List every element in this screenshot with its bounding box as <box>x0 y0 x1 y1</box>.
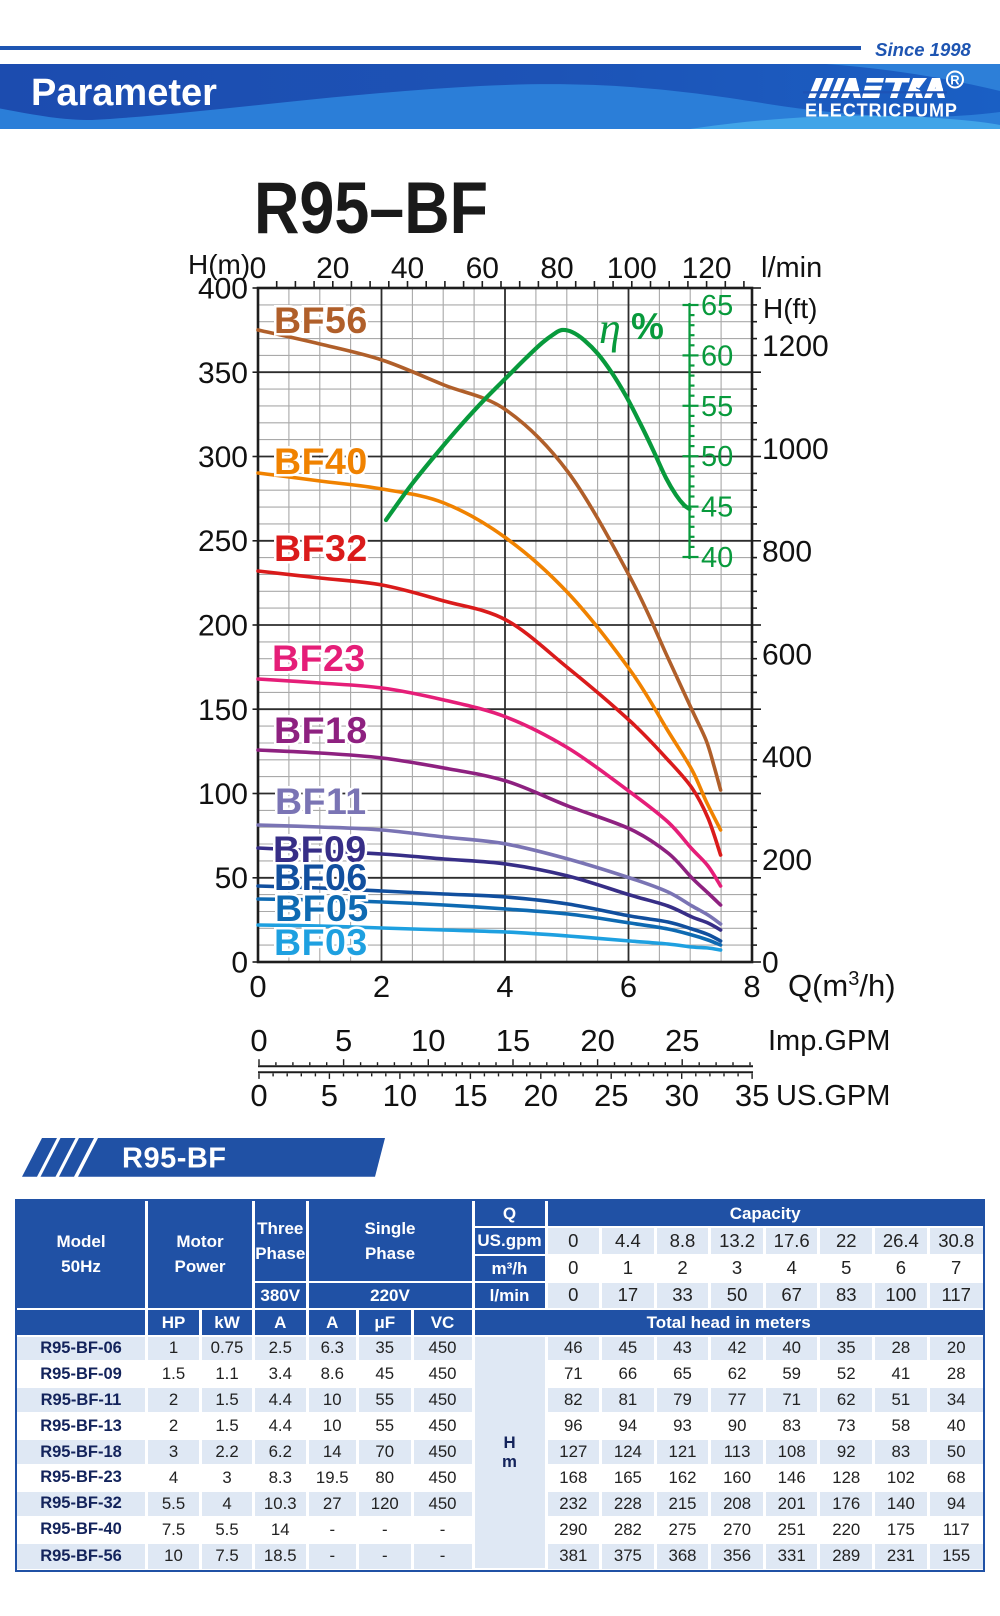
svg-text:BF05: BF05 <box>275 887 369 929</box>
svg-text:15: 15 <box>496 1023 530 1058</box>
svg-text:35: 35 <box>735 1078 769 1113</box>
svg-text:100: 100 <box>607 252 657 285</box>
svg-text:400: 400 <box>762 741 812 774</box>
svg-text:8: 8 <box>743 969 760 1004</box>
svg-text:800: 800 <box>762 536 812 569</box>
svg-text:0: 0 <box>231 947 248 980</box>
svg-text:400: 400 <box>198 273 248 306</box>
svg-text:20: 20 <box>524 1078 558 1113</box>
svg-text:25: 25 <box>594 1078 628 1113</box>
svg-text:4: 4 <box>496 969 513 1004</box>
svg-text:BF06: BF06 <box>274 856 368 898</box>
svg-text:65: 65 <box>701 290 733 322</box>
svg-text:1000: 1000 <box>762 433 829 466</box>
svg-text:40: 40 <box>701 542 733 574</box>
svg-text:0: 0 <box>250 1078 267 1113</box>
svg-text:10: 10 <box>411 1023 445 1058</box>
svg-text:0: 0 <box>250 252 267 285</box>
svg-text:BF09: BF09 <box>273 828 367 870</box>
svg-text:H(ft): H(ft) <box>763 293 817 324</box>
svg-text:150: 150 <box>198 694 248 727</box>
svg-text:120: 120 <box>682 252 732 285</box>
svg-text:BF11: BF11 <box>275 780 367 822</box>
svg-text:300: 300 <box>198 441 248 474</box>
svg-text:Q(m3/h): Q(m3/h) <box>788 968 896 1003</box>
svg-text:R95-BF: R95-BF <box>122 1143 227 1175</box>
svg-text:50: 50 <box>701 441 733 473</box>
svg-text:5: 5 <box>321 1078 338 1113</box>
svg-text:20: 20 <box>580 1023 614 1058</box>
svg-text:l/min: l/min <box>761 252 822 284</box>
svg-text:600: 600 <box>762 638 812 671</box>
svg-text:2: 2 <box>373 969 390 1004</box>
svg-text:80: 80 <box>540 252 573 285</box>
svg-text:BF56: BF56 <box>274 299 368 341</box>
svg-text:200: 200 <box>762 844 812 877</box>
svg-text:25: 25 <box>665 1023 699 1058</box>
svg-text:BF32: BF32 <box>274 527 368 569</box>
svg-text:BF03: BF03 <box>274 921 368 963</box>
svg-text:50: 50 <box>215 862 248 895</box>
svg-text:55: 55 <box>701 391 733 423</box>
svg-text:Imp.GPM: Imp.GPM <box>768 1025 890 1057</box>
svg-text:5: 5 <box>335 1023 352 1058</box>
svg-text:45: 45 <box>701 492 733 524</box>
svg-text:60: 60 <box>466 252 499 285</box>
svg-text:BF23: BF23 <box>272 637 366 679</box>
svg-text:6: 6 <box>620 969 637 1004</box>
svg-text:ELECTRICPUMP: ELECTRICPUMP <box>805 101 958 121</box>
svg-text:40: 40 <box>391 252 424 285</box>
svg-text:10: 10 <box>383 1078 417 1113</box>
svg-text:100: 100 <box>198 778 248 811</box>
svg-text:η: η <box>599 304 621 353</box>
svg-text:%: % <box>631 306 664 347</box>
svg-text:30: 30 <box>664 1078 698 1113</box>
svg-text:200: 200 <box>198 610 248 643</box>
svg-text:60: 60 <box>701 340 733 372</box>
svg-text:1200: 1200 <box>762 330 829 363</box>
svg-text:R: R <box>950 73 960 88</box>
svg-text:20: 20 <box>316 252 349 285</box>
svg-text:H(m): H(m) <box>188 249 250 280</box>
svg-text:BF18: BF18 <box>274 709 368 751</box>
svg-text:350: 350 <box>198 357 248 390</box>
svg-text:US.GPM: US.GPM <box>776 1080 890 1112</box>
svg-text:15: 15 <box>453 1078 487 1113</box>
svg-text:BF40: BF40 <box>274 440 368 482</box>
svg-text:0: 0 <box>249 969 266 1004</box>
svg-text:0: 0 <box>762 947 779 980</box>
svg-text:0: 0 <box>250 1023 267 1058</box>
svg-text:R95–BF: R95–BF <box>254 168 488 249</box>
svg-text:250: 250 <box>198 525 248 558</box>
